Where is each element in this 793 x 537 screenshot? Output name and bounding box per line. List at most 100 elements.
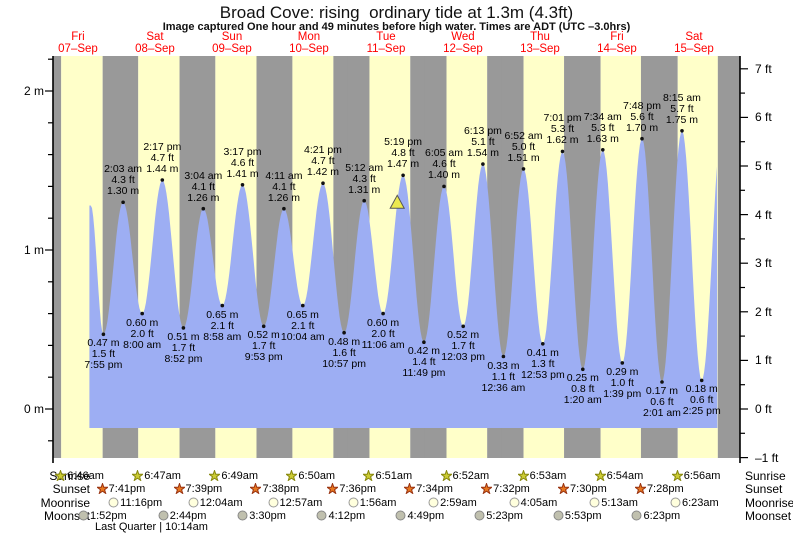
moon-phase-text: Last Quarter | 10:14am	[95, 521, 208, 533]
sunrise-icon	[670, 468, 684, 482]
moonset-icon	[474, 510, 486, 522]
sunset-icon	[172, 481, 186, 495]
tide-extreme-dot	[620, 361, 625, 365]
right-axis-label: 3 ft	[755, 256, 772, 271]
moonset-icon	[316, 510, 328, 522]
sunrise-row-label-right: Sunrise	[745, 469, 786, 483]
high-tide-annotation: 3:17 pm 4.6 ft 1.41 m	[223, 145, 262, 180]
moonset-row-label-right: Moonset	[745, 509, 792, 523]
moonrise-time: 5:13am	[601, 496, 638, 509]
sunset-time-item: 7:32pm	[479, 481, 530, 495]
sunrise-time-item: 6:50am	[285, 468, 335, 482]
moonset-icon	[553, 510, 565, 522]
high-tide-annotation: 6:05 am 4.6 ft 1.40 m	[425, 147, 463, 182]
moonrise-icon	[108, 497, 120, 509]
moonset-time-item: 6:23pm	[631, 510, 680, 522]
day-date-label: 11–Sep	[366, 43, 406, 55]
sunset-icon	[633, 481, 648, 495]
sunrise-time-item: 6:46am	[54, 468, 104, 482]
low-tide-annotation: 0.48 m 1.6 ft 10:57 pm	[322, 335, 367, 370]
sunrise-time-item: 6:53am	[516, 468, 567, 482]
day-name-label: Sat	[685, 31, 703, 43]
moonset-time: 4:49pm	[407, 510, 445, 522]
tide-extreme-dot	[362, 198, 367, 203]
moonset-time-item: 2:44pm	[158, 510, 206, 522]
sunrise-icon	[131, 468, 145, 482]
tide-extreme-dot	[140, 311, 144, 316]
sunrise-time: 6:51am	[375, 470, 413, 482]
sunrise-time: 6:53am	[529, 470, 567, 482]
tide-extreme-dot	[601, 148, 605, 152]
moonrise-row-label-left: Moonrise	[40, 495, 90, 510]
high-tide-annotation: 6:52 am 5.0 ft 1.51 m	[504, 129, 543, 164]
moonrise-time-item: 2:59am	[428, 497, 477, 509]
day-name-label: Thu	[530, 31, 550, 43]
sunset-time: 7:30pm	[570, 483, 607, 495]
sunrise-icon	[516, 468, 530, 482]
tide-extreme-dot	[521, 167, 526, 171]
moonset-time-item: 4:49pm	[395, 510, 444, 522]
tide-extreme-dot	[220, 303, 225, 308]
tide-extreme-dot	[160, 178, 165, 182]
tide-extreme-dot	[201, 206, 206, 211]
sunset-time: 7:28pm	[646, 483, 684, 495]
sunrise-time-item: 6:47am	[131, 468, 181, 482]
tide-extreme-dot	[121, 200, 125, 205]
tide-extreme-dot	[282, 206, 286, 211]
now-marker-triangle	[389, 194, 406, 209]
right-axis-label: 6 ft	[755, 110, 772, 125]
low-tide-annotation: 0.47 m 1.5 ft 7:55 pm	[84, 337, 123, 372]
chart-subtitle: Image captured One hour and 49 minutes b…	[162, 21, 631, 33]
moonrise-time-item: 6:23am	[670, 497, 719, 509]
right-axis-label: –1 ft	[755, 450, 779, 465]
sunrise-icon	[285, 468, 299, 482]
right-axis-label: 0 ft	[755, 402, 772, 416]
sunrise-icon	[54, 468, 68, 482]
right-axis-label: 2 ft	[755, 304, 772, 319]
moonset-time-item: 5:23pm	[474, 510, 523, 522]
moonset-time-item: 4:12pm	[316, 510, 365, 522]
moonrise-time: 12:57am	[279, 496, 323, 509]
tide-extreme-dot	[581, 367, 585, 372]
day-name-label: Sun	[221, 31, 243, 43]
tide-extreme-dot	[101, 332, 106, 337]
left-axis-label: 1 m	[23, 243, 44, 257]
sunrise-time-item: 6:52am	[439, 468, 489, 482]
day-name-label: Mon	[297, 31, 321, 43]
moonrise-time-item: 12:04am	[188, 497, 243, 509]
sunset-time-item: 7:38pm	[249, 481, 299, 495]
moonset-row-label-left: Moonset	[43, 509, 90, 523]
moonrise-icon	[670, 497, 682, 509]
tide-extreme-dot	[481, 162, 485, 166]
moonrise-time-item: 1:56am	[348, 497, 396, 509]
tide-extreme-dot	[401, 173, 405, 178]
low-tide-annotation: 0.51 m 1.7 ft 8:52 pm	[164, 330, 203, 365]
sunset-time: 7:36pm	[339, 483, 377, 495]
sunrise-time: 6:47am	[144, 470, 181, 482]
high-tide-annotation: 7:01 pm 5.3 ft 1.62 m	[543, 112, 582, 147]
moonrise-row-label-right: Moonrise	[745, 495, 793, 510]
tide-extreme-dot	[461, 324, 466, 329]
sunset-time: 7:32pm	[493, 483, 530, 495]
sunset-time-item: 7:41pm	[95, 481, 146, 495]
sunrise-time: 6:46am	[67, 470, 104, 482]
low-tide-annotation: 0.60 m 2.0 ft 8:00 am	[123, 316, 162, 351]
day-name-label: Fri	[71, 31, 85, 43]
sunset-icon	[556, 481, 571, 495]
tide-extreme-dot	[541, 342, 545, 346]
sunrise-icon	[593, 468, 607, 482]
sunset-time-item: 7:39pm	[172, 481, 222, 495]
low-tide-annotation: 0.17 m 0.6 ft 2:01 am	[642, 384, 681, 419]
low-tide-annotation: 0.52 m 1.7 ft 12:03 pm	[441, 329, 486, 364]
tide-extreme-dot	[560, 149, 565, 154]
moonrise-icon	[589, 497, 601, 509]
low-tide-annotation: 0.29 m 1.0 ft 1:39 pm	[603, 365, 642, 400]
high-tide-annotation: 6:13 pm 5.1 ft 1.54 m	[463, 125, 502, 160]
sunset-icon	[249, 481, 263, 495]
sunset-icon	[403, 481, 417, 495]
moonrise-icon	[348, 497, 360, 509]
sunset-time: 7:41pm	[108, 483, 146, 495]
day-date-label: 15–Sep	[674, 43, 714, 55]
night-band	[732, 56, 740, 458]
